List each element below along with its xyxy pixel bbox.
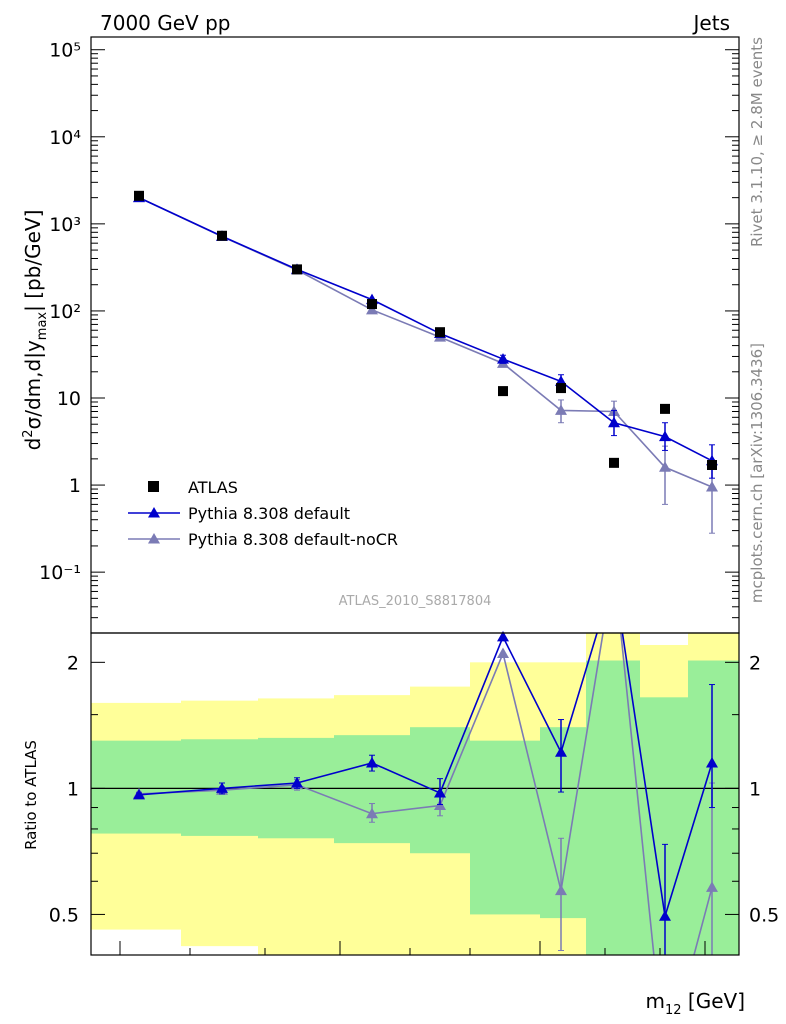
ratio-data-point bbox=[366, 807, 378, 819]
ratio-data-point bbox=[291, 776, 303, 788]
atlas-data-point bbox=[498, 386, 508, 397]
atlas-data-point bbox=[217, 230, 227, 241]
main-series-line bbox=[138, 196, 713, 462]
mcplots-side-label: mcplots.cern.ch [arXiv:1306.3436] bbox=[748, 343, 766, 603]
header-right-label: Jets bbox=[692, 11, 730, 35]
main-data-point bbox=[659, 430, 671, 442]
legend-triangle-marker bbox=[148, 507, 160, 518]
atlas-data-point bbox=[609, 457, 619, 468]
ratio-y-axis-label: Ratio to ATLAS bbox=[22, 740, 40, 850]
atlas-data-point bbox=[367, 299, 377, 310]
ratio-series-line bbox=[138, 633, 713, 917]
header-left-label: 7000 GeV pp bbox=[100, 11, 231, 35]
ratio-data-point bbox=[434, 786, 446, 798]
main-tick-label: 10³ bbox=[49, 214, 81, 236]
main-data-point bbox=[497, 353, 509, 364]
ratio-tick-label: 0.5 bbox=[49, 904, 79, 926]
atlas-data-point bbox=[292, 264, 302, 275]
ratio-series-group bbox=[133, 630, 718, 956]
main-data-point bbox=[659, 461, 671, 472]
main-tick-label: 10 bbox=[57, 388, 81, 410]
ratio-band-group bbox=[91, 633, 739, 955]
main-series-line bbox=[138, 196, 713, 488]
main-data-point bbox=[555, 404, 567, 415]
ratio-tick-label: 0.5 bbox=[749, 904, 779, 926]
ratio-data-point bbox=[497, 647, 509, 658]
atlas-data-point bbox=[660, 403, 670, 414]
main-tick-label: 1 bbox=[69, 475, 81, 497]
ratio-panel-frame bbox=[90, 632, 740, 956]
main-axis-group: 10⁻¹ 1 10 10² 10³ 10⁴ 10⁵ bbox=[39, 40, 739, 634]
legend-triangle-marker bbox=[148, 533, 160, 544]
atlas-data-point bbox=[556, 383, 566, 394]
ratio-data-point bbox=[555, 746, 567, 757]
ratio-tick-label: 1 bbox=[67, 778, 79, 800]
x-axis-label: m12 [GeV] bbox=[646, 989, 745, 1018]
main-tick-label: 10⁻¹ bbox=[39, 562, 81, 584]
main-y-axis-label: d2σ/dm,d|ymax| [pb/GeV] bbox=[21, 210, 50, 451]
main-tick-label: 10⁵ bbox=[49, 40, 81, 62]
legend-atlas-marker bbox=[148, 481, 159, 492]
main-data-point bbox=[366, 303, 378, 315]
legend-label: Pythia 8.308 default bbox=[188, 504, 350, 523]
ratio-inner-band bbox=[540, 727, 586, 919]
main-tick-label: 10⁴ bbox=[49, 127, 81, 149]
ratio-tick-label: 1 bbox=[749, 778, 761, 800]
legend: ATLAS Pythia 8.308 default Pythia 8.308 de… bbox=[128, 478, 398, 549]
svg-text:m12 [GeV]: m12 [GeV] bbox=[646, 989, 745, 1018]
atlas-data-point bbox=[707, 460, 717, 471]
atlas-data-point bbox=[134, 190, 144, 201]
ratio-inner-band bbox=[334, 735, 410, 844]
svg-text:d2σ/dm,d|ymax| [pb/GeV]: d2σ/dm,d|ymax| [pb/GeV] bbox=[21, 210, 50, 451]
legend-label: Pythia 8.308 default-noCR bbox=[188, 530, 398, 549]
ratio-inner-band bbox=[586, 660, 640, 955]
ratio-data-point bbox=[366, 756, 378, 768]
ratio-data-point bbox=[497, 630, 509, 642]
ratio-data-point bbox=[706, 756, 718, 768]
ratio-inner-band bbox=[470, 740, 540, 915]
ratio-data-point bbox=[216, 782, 228, 793]
main-data-point bbox=[608, 416, 620, 428]
main-series-group bbox=[133, 190, 718, 534]
ratio-data-point bbox=[706, 881, 718, 892]
ratio-series-line bbox=[138, 633, 713, 955]
main-data-point bbox=[706, 481, 718, 492]
legend-label: ATLAS bbox=[188, 478, 238, 497]
atlas-data-point bbox=[435, 327, 445, 338]
ratio-tick-label: 2 bbox=[749, 652, 761, 674]
ratio-data-point bbox=[659, 910, 671, 921]
ratio-axis-group: 0.5 0.5 1 1 2 2 bbox=[49, 652, 779, 955]
rivet-side-label: Rivet 3.1.10, ≥ 2.8M events bbox=[748, 37, 766, 247]
analysis-watermark: ATLAS_2010_S8817804 bbox=[339, 594, 492, 609]
main-tick-label: 10² bbox=[49, 301, 81, 323]
ratio-data-point bbox=[133, 788, 145, 800]
ratio-data-point bbox=[555, 884, 567, 896]
ratio-inner-band bbox=[91, 740, 181, 834]
ratio-tick-label: 2 bbox=[67, 652, 79, 674]
